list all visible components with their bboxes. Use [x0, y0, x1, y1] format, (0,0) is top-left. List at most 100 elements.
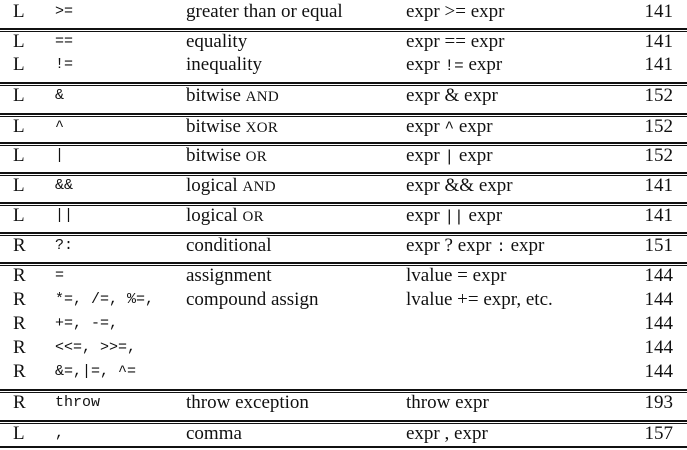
operator: |	[55, 147, 65, 164]
associativity: R	[13, 337, 26, 358]
operator-function: compound assign	[186, 288, 318, 312]
associativity: R	[13, 313, 26, 334]
page-number: 144	[644, 265, 674, 286]
operator: ,	[55, 425, 65, 442]
usage-part: expr	[406, 116, 445, 137]
operator: >=	[55, 3, 74, 20]
usage-part: expr	[454, 116, 493, 137]
usage-part: expr >= expr	[406, 1, 505, 22]
operator-function: greater than or equal	[186, 0, 343, 24]
usage: expr && expr	[406, 174, 513, 198]
operator-function-part: assignment	[186, 265, 272, 286]
operator: &	[55, 87, 65, 104]
group-rule	[0, 232, 687, 236]
page-number: 144	[644, 337, 674, 358]
table-row: L == equality expr == expr 141	[0, 30, 687, 54]
associativity: L	[13, 1, 25, 22]
usage-part: throw expr	[406, 392, 489, 413]
usage: expr ^ expr	[406, 115, 493, 140]
group-rule-inner	[0, 265, 687, 267]
table-row: L ^ bitwise XOR expr ^ expr 152	[0, 115, 687, 139]
associativity: L	[13, 145, 25, 166]
operator: ||	[55, 207, 74, 224]
group-rule-inner	[0, 145, 687, 147]
operator: <<=, >>=,	[55, 339, 137, 356]
usage-part: expr && expr	[406, 175, 513, 196]
usage: throw expr	[406, 391, 489, 415]
operator-function-part: logical	[186, 175, 243, 196]
operator-function: logical AND	[186, 174, 276, 199]
operator-function-part: XOR	[245, 120, 279, 136]
usage-part: expr	[406, 54, 445, 75]
usage: expr == expr	[406, 30, 504, 54]
page-number: 144	[644, 289, 674, 310]
usage: expr & expr	[406, 84, 498, 108]
group-rule-inner	[0, 31, 687, 33]
group-rule-inner	[0, 423, 687, 425]
usage-part: |	[444, 148, 455, 166]
usage-part: ^	[444, 119, 455, 137]
associativity: L	[13, 85, 25, 106]
table-row: R?: conditional expr ? expr : expr 151	[0, 234, 687, 258]
group-rule-inner	[0, 205, 687, 207]
page-number: 151	[644, 235, 674, 256]
table-row: L & bitwise AND expr & expr 152	[0, 84, 687, 108]
usage: expr || expr	[406, 204, 502, 229]
operator: &=,|=, ^=	[55, 363, 137, 380]
usage-part: expr	[463, 205, 503, 226]
usage-part: expr ? expr	[406, 235, 497, 256]
usage: lvalue = expr	[406, 264, 506, 288]
usage-part: :	[496, 238, 506, 256]
associativity: L	[13, 54, 25, 75]
usage-part: expr	[505, 235, 545, 256]
page-number: 141	[644, 1, 674, 22]
page-number: 193	[644, 392, 674, 413]
group-rule-inner	[0, 116, 687, 118]
page-number: 144	[644, 361, 674, 382]
table-row: R <<=, >>=, 144	[0, 336, 687, 360]
usage: expr ? expr : expr	[406, 234, 544, 259]
table-row: R *=, /=, %=, compound assign lvalue += exp…	[0, 288, 687, 312]
table-row: L || logical OR expr || expr 141	[0, 204, 687, 228]
group-rule-inner	[0, 235, 687, 237]
associativity: R	[13, 265, 26, 286]
group-rule	[0, 142, 687, 146]
table-row: R +=, -=, 144	[0, 312, 687, 336]
operator-function-part: throw exception	[186, 392, 309, 413]
operator-function: throw exception	[186, 391, 309, 415]
usage: expr | expr	[406, 144, 493, 169]
usage-part: expr , expr	[406, 423, 488, 444]
operator-function: inequality	[186, 53, 262, 77]
page-number: 152	[644, 85, 674, 106]
operator-function: comma	[186, 422, 242, 446]
page-number: 141	[644, 54, 674, 75]
operator: &&	[55, 177, 74, 194]
operator-function: bitwise AND	[186, 84, 279, 109]
associativity: L	[13, 175, 25, 196]
operator-function: conditional	[186, 234, 271, 258]
page-number: 152	[644, 145, 674, 166]
group-rule	[0, 446, 687, 450]
operator-function: equality	[186, 30, 247, 54]
associativity: R	[13, 235, 26, 256]
operator-function-part: AND	[242, 179, 276, 195]
table-row: L >= greater than or equal expr >= expr 141	[0, 0, 687, 24]
usage: expr != expr	[406, 53, 502, 78]
usage: expr >= expr	[406, 0, 504, 24]
usage: expr , expr	[406, 422, 488, 446]
associativity: R	[13, 392, 26, 413]
operator-function-part: compound assign	[186, 289, 319, 310]
associativity: L	[13, 423, 25, 444]
page-number: 141	[644, 31, 674, 52]
operator: ^	[55, 118, 65, 135]
operator-function-part: conditional	[186, 235, 272, 256]
operator-function-part: equality	[186, 31, 248, 52]
usage-part: lvalue += expr, etc.	[406, 289, 553, 310]
operator-function-part: greater than or equal	[186, 1, 343, 22]
operator: ?:	[55, 237, 74, 254]
operator-function-part: OR	[242, 209, 264, 225]
operator: throw	[55, 394, 101, 411]
operator: ==	[55, 33, 74, 50]
usage-part: ||	[444, 208, 464, 226]
